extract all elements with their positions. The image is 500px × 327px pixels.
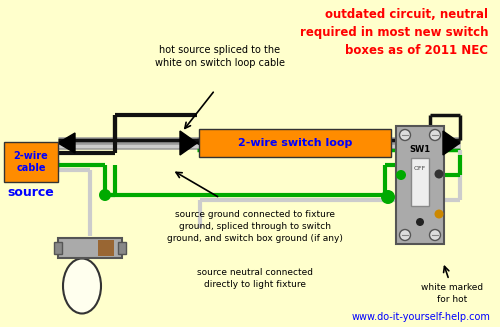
Polygon shape <box>197 131 215 155</box>
FancyBboxPatch shape <box>411 158 429 206</box>
Text: outdated circuit, neutral
required in most new switch
boxes as of 2011 NEC: outdated circuit, neutral required in mo… <box>300 8 488 57</box>
Text: source neutral connected
directly to light fixture: source neutral connected directly to lig… <box>197 268 313 289</box>
Text: white marked
for hot: white marked for hot <box>421 283 483 304</box>
Circle shape <box>400 129 410 141</box>
Circle shape <box>99 189 111 201</box>
Circle shape <box>416 218 424 226</box>
FancyBboxPatch shape <box>54 242 62 254</box>
Ellipse shape <box>63 259 101 314</box>
Circle shape <box>430 129 440 141</box>
Text: OFF: OFF <box>414 165 426 170</box>
FancyBboxPatch shape <box>98 240 114 256</box>
Circle shape <box>381 190 395 204</box>
Circle shape <box>396 170 406 180</box>
Text: SW1: SW1 <box>410 145 430 153</box>
Text: source: source <box>8 185 54 198</box>
FancyBboxPatch shape <box>199 129 391 157</box>
Text: hot source spliced to the
white on switch loop cable: hot source spliced to the white on switc… <box>155 45 285 68</box>
FancyBboxPatch shape <box>118 242 126 254</box>
FancyBboxPatch shape <box>396 126 444 244</box>
Circle shape <box>434 210 444 218</box>
FancyBboxPatch shape <box>58 238 122 258</box>
Circle shape <box>434 169 444 179</box>
Polygon shape <box>180 131 197 155</box>
Polygon shape <box>58 133 75 153</box>
Circle shape <box>430 230 440 240</box>
Polygon shape <box>443 131 460 155</box>
Text: www.do-it-yourself-help.com: www.do-it-yourself-help.com <box>351 312 490 322</box>
Text: 2-wire switch loop: 2-wire switch loop <box>238 138 352 148</box>
Text: 2-wire
cable: 2-wire cable <box>14 151 48 173</box>
FancyBboxPatch shape <box>4 142 58 182</box>
Circle shape <box>400 230 410 240</box>
Text: source ground connected to fixture
ground, spliced through to switch
ground, and: source ground connected to fixture groun… <box>167 210 343 243</box>
